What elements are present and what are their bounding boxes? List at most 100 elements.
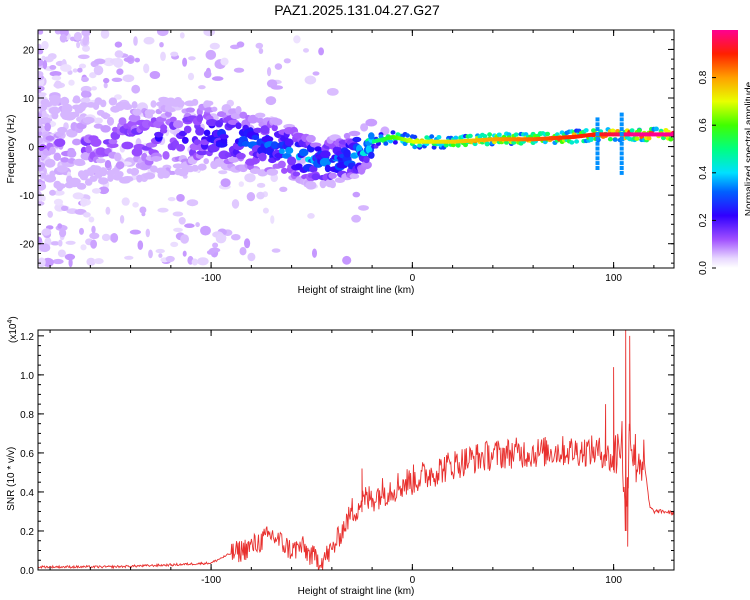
spectrum-cell: [181, 136, 189, 144]
colorbar-tick-label: 0.0: [698, 261, 709, 275]
noise-cell: [68, 79, 75, 86]
spectrum-cell: [99, 168, 108, 177]
noise-cell: [88, 216, 95, 223]
spectrum-cell: [38, 161, 46, 170]
noise-cell: [103, 77, 110, 84]
noise-cell: [49, 65, 57, 70]
noise-cell: [105, 206, 111, 215]
y-tick-label: 0: [28, 143, 34, 154]
ridge-cell: [541, 136, 544, 141]
ridge-cell: [496, 137, 499, 142]
ridge-cell: [526, 137, 529, 142]
noise-cell: [303, 48, 309, 53]
ridge-cell: [628, 132, 631, 137]
noise-cell: [86, 257, 96, 266]
ridge-cell: [459, 139, 461, 144]
ridge-cell: [381, 137, 384, 142]
ridge-cell: [632, 132, 635, 137]
spectrum-cell: [496, 132, 502, 137]
noise-cell: [90, 239, 97, 249]
spectrum-cell: [166, 107, 176, 113]
spectrum-cell: [388, 139, 394, 144]
noise-cell: [267, 67, 272, 77]
ridge-cell: [531, 137, 534, 142]
noise-cell: [131, 84, 141, 94]
streak-cell: [619, 112, 624, 117]
noise-cell: [38, 130, 43, 137]
noise-cell: [270, 215, 275, 224]
spectrum-cell: [169, 116, 177, 123]
spectrum-cell: [588, 137, 594, 142]
spectrum-cell: [56, 165, 68, 173]
noise-cell: [114, 94, 122, 100]
noise-cell: [203, 70, 212, 79]
ridge-cell: [607, 132, 610, 137]
ridge-cell: [583, 133, 585, 138]
ridge-cell: [451, 139, 453, 144]
noise-cell: [38, 195, 43, 202]
noise-cell: [255, 42, 264, 49]
exponent-close: ): [8, 316, 19, 319]
ridge-cell: [465, 138, 468, 143]
spectrum-cell: [79, 102, 89, 109]
noise-cell: [114, 41, 123, 48]
spectrum-cell: [646, 136, 652, 141]
x-tick-label: 0: [410, 575, 416, 586]
spectrum-cell: [121, 176, 134, 183]
noise-cell: [218, 170, 228, 175]
spectrum-cell: [104, 160, 112, 169]
noise-cell: [155, 248, 165, 254]
ridge-cell: [420, 139, 423, 144]
ridge-cell: [554, 136, 556, 140]
noise-cell: [206, 250, 215, 255]
snr-line: [38, 330, 674, 570]
noise-cell: [212, 242, 219, 248]
spectrum-cell: [68, 111, 80, 118]
ridge-cell: [623, 132, 626, 137]
ridge-cell: [415, 139, 418, 144]
spectrum-cell: [634, 136, 640, 141]
noise-cell: [149, 71, 161, 79]
spectrum-cell: [76, 182, 87, 190]
spectrum-cell: [217, 111, 227, 118]
streak-cell: [595, 146, 600, 151]
spectrum-cell: [154, 131, 164, 138]
noise-cell: [211, 76, 224, 81]
y-tick-label: 10: [23, 94, 35, 105]
spectrum-cell: [98, 177, 109, 185]
noise-cell: [157, 30, 169, 37]
ridge-cell: [589, 132, 592, 137]
noise-cell: [82, 45, 90, 52]
ridge-cell: [641, 132, 643, 137]
spectrum-cell: [90, 165, 102, 174]
spectrum-cell: [203, 129, 211, 137]
noise-cell: [342, 255, 352, 265]
noise-cell: [54, 30, 62, 35]
ridge-cell: [470, 138, 473, 143]
noise-cell: [304, 75, 317, 85]
spectrum-cell: [130, 167, 140, 176]
spectrum-cell: [230, 113, 242, 120]
noise-cell: [132, 202, 139, 208]
noise-cell: [80, 90, 90, 98]
noise-cell: [274, 63, 283, 70]
noise-cell: [256, 191, 265, 200]
ridge-cell: [616, 132, 619, 137]
noise-cell: [54, 80, 62, 89]
noise-cell: [209, 42, 220, 50]
spectrogram-frame: [37, 29, 675, 269]
ridge-cell: [549, 136, 552, 141]
spectrum-cell: [206, 119, 218, 127]
ridge-cell: [644, 132, 647, 137]
ridge-cell: [438, 139, 441, 144]
spectrum-cell: [292, 171, 301, 177]
ridge-cell: [486, 137, 489, 142]
ridge-cell: [449, 139, 452, 144]
streak-cell: [595, 117, 600, 122]
ridge-cell: [417, 139, 420, 144]
spectrum-cell: [38, 136, 44, 144]
ridge-cell: [568, 135, 571, 140]
ridge-cell: [657, 132, 660, 137]
ridge-cell: [513, 137, 516, 142]
